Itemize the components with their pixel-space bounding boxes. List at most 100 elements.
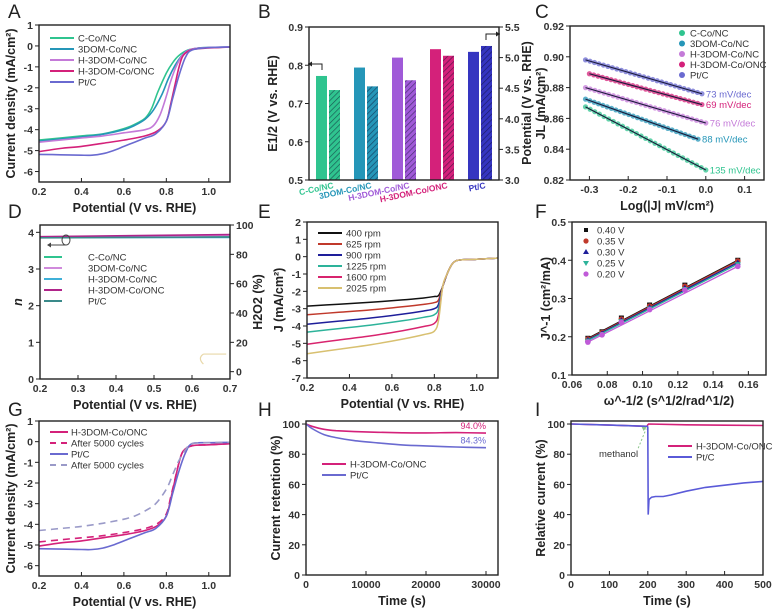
x-tick-label: 20000 — [411, 579, 440, 591]
y-right-tick-label: 5.0 — [505, 53, 520, 65]
y-axis-label-right: JL (mA/cm²) — [534, 67, 548, 139]
arrowhead-icon — [308, 61, 312, 67]
fit-line — [589, 73, 703, 106]
y-tick-label: 0 — [27, 437, 33, 449]
legend-label: 0.35 V — [597, 237, 625, 248]
legend-label: 3DOM-Co/NC — [88, 264, 147, 275]
arrowhead-icon — [641, 427, 647, 432]
x-axis-label: ω^-1/2 (s^1/2/rad^1/2) — [604, 394, 734, 408]
arrowhead-icon — [496, 31, 500, 37]
y-tick-label: 0.5 — [551, 217, 566, 229]
plot-frame — [39, 224, 231, 380]
y-tick-label: 40 — [288, 510, 300, 522]
data-point — [682, 287, 688, 293]
y-tick-label: -4 — [24, 519, 33, 531]
legend-label: 0.25 V — [597, 259, 625, 270]
methanol-arrow-icon — [637, 428, 647, 449]
panel-e: 0.2 0.4 0.6 0.8 1.0 2 1 0 -1 -2 -3 -4 -5 -6 -7 Potentia… — [258, 202, 499, 411]
fit-line — [587, 261, 739, 341]
y-tick-label: 0.86 — [544, 113, 565, 125]
data-point — [703, 167, 709, 173]
y-tick-label: 3 — [28, 264, 34, 276]
x-tick-label: -0.2 — [619, 184, 637, 196]
data-point — [734, 263, 741, 270]
fit-line — [587, 259, 739, 339]
legend-label: After 5000 cycles — [71, 461, 144, 472]
y-tick-label: 0.82 — [544, 175, 565, 187]
x-axis-label: Log(|J| mV/cm²) — [620, 199, 714, 213]
fit-line — [587, 265, 739, 343]
y-axis-label: J (mA/cm²) — [272, 268, 286, 333]
retention-label: 94.0% — [460, 421, 486, 431]
y-tick-label: -5 — [24, 146, 33, 158]
y-tick-label: 0.88 — [544, 83, 565, 95]
legend-marker — [583, 271, 589, 277]
y-tick-label: 0 — [27, 41, 33, 53]
y-right-tick-label: 4.5 — [505, 83, 520, 95]
legend-marker — [583, 261, 589, 266]
legend-label: H-3DOM-Co/NC — [78, 56, 147, 67]
y-right-tick-label: 20 — [236, 337, 248, 349]
data-point — [699, 91, 705, 97]
tafel-slope-label: 73 mV/dec — [706, 89, 752, 100]
series-line-2 — [38, 441, 231, 551]
y-tick-label: -1 — [292, 269, 301, 281]
series-line-1600-rpm — [306, 257, 499, 345]
panel-a: 0.2 0.4 0.6 0.8 1.0 1 0 -1 -2 -3 -4 -5 -6 Potential (… — [4, 2, 231, 215]
data-point — [599, 332, 605, 338]
legend-label: C-Co/NC — [78, 34, 117, 45]
bar-e12-h-3dom-co-nc — [392, 57, 403, 180]
y-axis-label: J^-1 (cm²/mA) — [539, 257, 553, 340]
panel-c: 135 mV/dec 88 mV/dec 76 mV/dec 69 mV/dec73 … — [520, 2, 767, 213]
y-tick-label: -2 — [24, 478, 33, 490]
tafel-slope-label: 76 mV/dec — [710, 119, 756, 130]
y-tick-label: 20 — [553, 540, 565, 552]
y-right-tick-label: 80 — [236, 249, 248, 261]
y-tick-label: -7 — [292, 373, 301, 385]
series-line-2025-rpm — [306, 257, 499, 355]
y-tick-label: 60 — [553, 479, 565, 491]
x-tick-label: 0.3 — [71, 383, 86, 395]
y-axis-label-left: n — [11, 298, 25, 306]
legend-label: 0.40 V — [597, 226, 625, 237]
y-tick-label: 1 — [27, 20, 33, 32]
x-tick-label: 1.0 — [201, 580, 216, 592]
bar-jl-pt-c — [481, 45, 492, 180]
legend-label: C-Co/NC — [88, 253, 127, 264]
x-tick-label: 0.2 — [32, 186, 47, 198]
y-axis-label-left: E1/2 (V vs. RHE) — [266, 55, 280, 152]
bar-e12-pt-c — [468, 51, 479, 180]
x-tick-label: 0.5 — [147, 383, 162, 395]
legend-label: H-3DOM-Co/ONC — [78, 67, 155, 78]
x-tick-label: 0.4 — [74, 580, 89, 592]
legend-label: Pt/C — [690, 71, 709, 82]
right-axis-arrow-icon — [485, 33, 500, 40]
legend-label: Pt/C — [71, 450, 90, 461]
y-tick-label: -4 — [292, 321, 301, 333]
n-line-h-3dom-co-onc — [39, 233, 231, 238]
y-tick-label: -1 — [24, 62, 33, 74]
y-tick-label: -3 — [24, 104, 33, 116]
n-line-pt-c — [39, 236, 231, 239]
legend-marker — [679, 51, 685, 57]
panel-i: 0 100 200 300 400 500 0 20 40 60 80 100 Time (s) Rela… — [534, 400, 773, 608]
y-tick-label: 100 — [547, 419, 565, 431]
arrowhead-icon — [47, 242, 51, 248]
legend-label: H-3DOM-Co/NC — [88, 275, 157, 286]
x-axis-label: Potential (V vs. RHE) — [341, 397, 465, 411]
y-right-tick-label: 60 — [236, 279, 248, 291]
y-tick-label: -1 — [24, 457, 33, 469]
legend-label: 625 rpm — [346, 240, 381, 251]
y-tick-label: 80 — [288, 449, 300, 461]
data-point — [646, 306, 653, 313]
plot-frame — [38, 420, 231, 577]
y-tick-label: 0.4 — [551, 255, 566, 267]
x-tick-label: 200 — [639, 579, 657, 591]
data-point — [618, 319, 625, 326]
y-right-tick-label: 5.5 — [505, 22, 520, 34]
legend-label: 0.30 V — [597, 248, 625, 259]
x-tick-label: 0.6 — [185, 383, 200, 395]
legend-marker — [679, 40, 685, 47]
y-tick-label: -3 — [292, 304, 301, 316]
x-tick-label: 0.7 — [223, 383, 238, 395]
